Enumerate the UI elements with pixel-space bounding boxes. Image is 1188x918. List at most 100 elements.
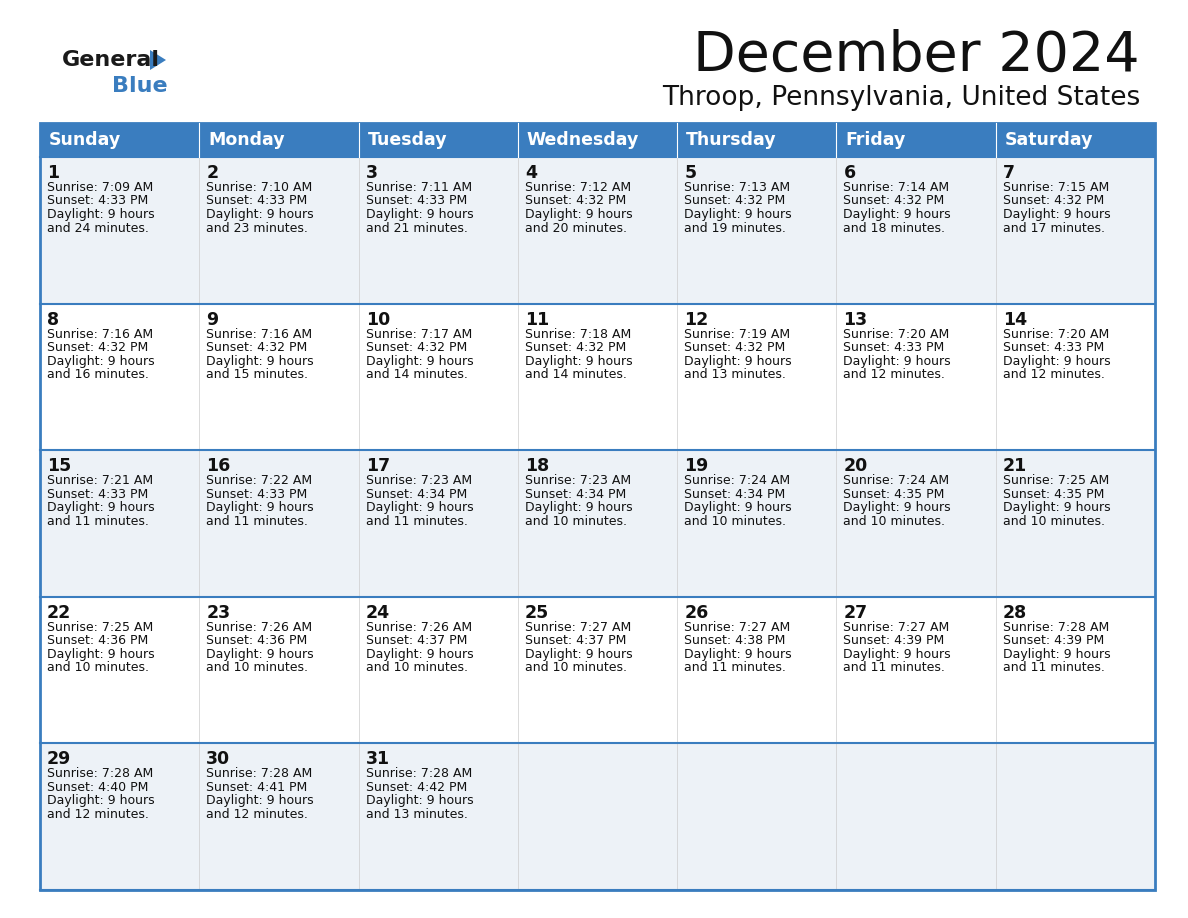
Text: 15: 15	[48, 457, 71, 476]
Text: and 12 minutes.: and 12 minutes.	[1003, 368, 1105, 381]
Bar	[40, 123, 200, 157]
Text: Daylight: 9 hours: Daylight: 9 hours	[1003, 354, 1111, 367]
Text: Sunset: 4:35 PM: Sunset: 4:35 PM	[843, 487, 944, 500]
Text: 1: 1	[48, 164, 59, 182]
Bar	[836, 304, 996, 450]
Text: Sunset: 4:33 PM: Sunset: 4:33 PM	[843, 341, 944, 354]
Text: Sunrise: 7:12 AM: Sunrise: 7:12 AM	[525, 181, 631, 194]
Text: Saturday: Saturday	[1005, 131, 1093, 149]
Text: Sunrise: 7:09 AM: Sunrise: 7:09 AM	[48, 181, 153, 194]
Bar	[996, 304, 1155, 450]
Polygon shape	[150, 50, 166, 70]
Text: Daylight: 9 hours: Daylight: 9 hours	[843, 208, 952, 221]
Text: Sunset: 4:39 PM: Sunset: 4:39 PM	[1003, 634, 1104, 647]
Text: 26: 26	[684, 604, 708, 621]
Text: and 23 minutes.: and 23 minutes.	[207, 221, 308, 234]
Text: 10: 10	[366, 310, 390, 329]
Bar	[836, 157, 996, 304]
Text: Daylight: 9 hours: Daylight: 9 hours	[366, 208, 473, 221]
Text: Sunrise: 7:27 AM: Sunrise: 7:27 AM	[525, 621, 631, 633]
Text: Daylight: 9 hours: Daylight: 9 hours	[207, 648, 314, 661]
Bar	[40, 744, 200, 890]
Text: Sunset: 4:36 PM: Sunset: 4:36 PM	[48, 634, 148, 647]
Text: Sunrise: 7:17 AM: Sunrise: 7:17 AM	[366, 328, 472, 341]
Text: and 10 minutes.: and 10 minutes.	[48, 661, 148, 675]
Text: Daylight: 9 hours: Daylight: 9 hours	[525, 501, 632, 514]
Text: Sunset: 4:36 PM: Sunset: 4:36 PM	[207, 634, 308, 647]
Text: Sunset: 4:32 PM: Sunset: 4:32 PM	[525, 341, 626, 354]
Text: and 21 minutes.: and 21 minutes.	[366, 221, 467, 234]
Bar	[200, 304, 359, 450]
Text: Sunrise: 7:28 AM: Sunrise: 7:28 AM	[48, 767, 153, 780]
Text: Sunrise: 7:27 AM: Sunrise: 7:27 AM	[684, 621, 790, 633]
Text: 17: 17	[366, 457, 390, 476]
Text: 28: 28	[1003, 604, 1026, 621]
Bar	[836, 123, 996, 157]
Bar	[359, 744, 518, 890]
Bar	[836, 744, 996, 890]
Text: Sunset: 4:33 PM: Sunset: 4:33 PM	[48, 487, 148, 500]
Text: and 24 minutes.: and 24 minutes.	[48, 221, 148, 234]
Text: Sunset: 4:39 PM: Sunset: 4:39 PM	[843, 634, 944, 647]
Bar	[200, 744, 359, 890]
Bar	[677, 597, 836, 744]
Text: Sunset: 4:34 PM: Sunset: 4:34 PM	[684, 487, 785, 500]
Text: Daylight: 9 hours: Daylight: 9 hours	[1003, 208, 1111, 221]
Text: and 18 minutes.: and 18 minutes.	[843, 221, 946, 234]
Text: Throop, Pennsylvania, United States: Throop, Pennsylvania, United States	[662, 85, 1140, 111]
Text: 4: 4	[525, 164, 537, 182]
Text: Sunrise: 7:20 AM: Sunrise: 7:20 AM	[1003, 328, 1108, 341]
Text: Daylight: 9 hours: Daylight: 9 hours	[843, 648, 952, 661]
Text: 2: 2	[207, 164, 219, 182]
Text: Sunrise: 7:22 AM: Sunrise: 7:22 AM	[207, 475, 312, 487]
Text: Sunrise: 7:19 AM: Sunrise: 7:19 AM	[684, 328, 790, 341]
Text: and 10 minutes.: and 10 minutes.	[366, 661, 468, 675]
Text: 30: 30	[207, 750, 230, 768]
Text: Daylight: 9 hours: Daylight: 9 hours	[684, 208, 791, 221]
Text: Sunrise: 7:20 AM: Sunrise: 7:20 AM	[843, 328, 949, 341]
Text: Tuesday: Tuesday	[367, 131, 447, 149]
Bar	[359, 157, 518, 304]
Text: Sunrise: 7:13 AM: Sunrise: 7:13 AM	[684, 181, 790, 194]
Text: Monday: Monday	[208, 131, 285, 149]
Text: Daylight: 9 hours: Daylight: 9 hours	[48, 794, 154, 808]
Text: Daylight: 9 hours: Daylight: 9 hours	[48, 501, 154, 514]
Text: Sunset: 4:34 PM: Sunset: 4:34 PM	[366, 487, 467, 500]
Text: Sunset: 4:33 PM: Sunset: 4:33 PM	[207, 487, 308, 500]
Bar	[200, 123, 359, 157]
Text: Sunset: 4:35 PM: Sunset: 4:35 PM	[1003, 487, 1104, 500]
Text: and 10 minutes.: and 10 minutes.	[207, 661, 308, 675]
Text: and 10 minutes.: and 10 minutes.	[1003, 515, 1105, 528]
Text: 12: 12	[684, 310, 708, 329]
Text: Sunset: 4:40 PM: Sunset: 4:40 PM	[48, 781, 148, 794]
Text: 11: 11	[525, 310, 549, 329]
Text: Daylight: 9 hours: Daylight: 9 hours	[48, 648, 154, 661]
Text: and 10 minutes.: and 10 minutes.	[525, 661, 627, 675]
Text: 7: 7	[1003, 164, 1015, 182]
Text: Sunset: 4:33 PM: Sunset: 4:33 PM	[48, 195, 148, 207]
Text: and 12 minutes.: and 12 minutes.	[207, 808, 308, 821]
Text: Daylight: 9 hours: Daylight: 9 hours	[207, 208, 314, 221]
Text: Sunday: Sunday	[49, 131, 121, 149]
Text: December 2024: December 2024	[694, 29, 1140, 83]
Text: and 15 minutes.: and 15 minutes.	[207, 368, 308, 381]
Text: Sunrise: 7:28 AM: Sunrise: 7:28 AM	[366, 767, 472, 780]
Text: 13: 13	[843, 310, 867, 329]
Text: Sunset: 4:37 PM: Sunset: 4:37 PM	[366, 634, 467, 647]
Text: Daylight: 9 hours: Daylight: 9 hours	[684, 648, 791, 661]
Text: and 11 minutes.: and 11 minutes.	[1003, 661, 1105, 675]
Text: Sunrise: 7:26 AM: Sunrise: 7:26 AM	[207, 621, 312, 633]
Text: Daylight: 9 hours: Daylight: 9 hours	[843, 501, 952, 514]
Text: and 17 minutes.: and 17 minutes.	[1003, 221, 1105, 234]
Text: Thursday: Thursday	[687, 131, 777, 149]
Text: and 12 minutes.: and 12 minutes.	[48, 808, 148, 821]
Text: 19: 19	[684, 457, 708, 476]
Text: and 14 minutes.: and 14 minutes.	[366, 368, 467, 381]
Bar	[40, 450, 200, 597]
Text: 18: 18	[525, 457, 549, 476]
Text: and 11 minutes.: and 11 minutes.	[366, 515, 467, 528]
Text: Wednesday: Wednesday	[526, 131, 639, 149]
Bar	[677, 744, 836, 890]
Text: 22: 22	[48, 604, 71, 621]
Text: 14: 14	[1003, 310, 1026, 329]
